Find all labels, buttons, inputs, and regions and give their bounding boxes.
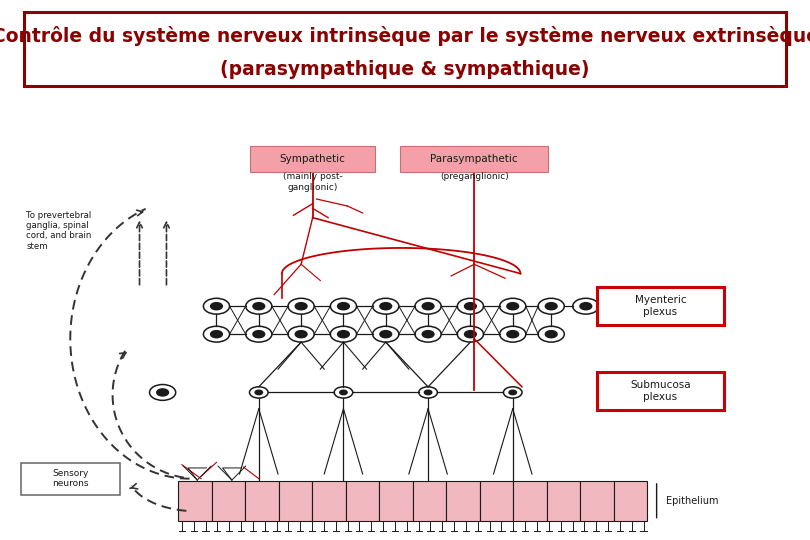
Bar bbox=[211, 481, 245, 521]
Circle shape bbox=[422, 302, 434, 310]
Bar bbox=[446, 481, 480, 521]
Text: Sensory
neurons: Sensory neurons bbox=[52, 469, 88, 488]
Text: (parasympathique & sympathique): (parasympathique & sympathique) bbox=[220, 60, 590, 79]
Circle shape bbox=[255, 390, 262, 395]
Bar bbox=[379, 481, 413, 521]
Circle shape bbox=[464, 302, 476, 310]
Circle shape bbox=[380, 302, 392, 310]
FancyBboxPatch shape bbox=[400, 146, 548, 172]
Bar bbox=[547, 481, 580, 521]
Text: Contrôle du système nerveux intrinsèque par le système nerveux extrinsèque: Contrôle du système nerveux intrinsèque … bbox=[0, 25, 810, 45]
Text: Sympathetic: Sympathetic bbox=[279, 154, 346, 164]
Circle shape bbox=[545, 302, 557, 310]
Circle shape bbox=[545, 330, 557, 338]
Bar bbox=[346, 481, 379, 521]
FancyBboxPatch shape bbox=[597, 372, 724, 410]
Circle shape bbox=[424, 390, 432, 395]
FancyBboxPatch shape bbox=[21, 463, 120, 495]
Bar bbox=[178, 481, 211, 521]
Circle shape bbox=[422, 330, 434, 338]
Circle shape bbox=[507, 330, 518, 338]
Bar bbox=[480, 481, 514, 521]
Circle shape bbox=[156, 389, 168, 396]
Circle shape bbox=[211, 330, 223, 338]
Text: Epithelium: Epithelium bbox=[666, 496, 718, 506]
Circle shape bbox=[464, 330, 476, 338]
Bar bbox=[580, 481, 614, 521]
Circle shape bbox=[338, 302, 349, 310]
Text: (mainly post-
ganglionic): (mainly post- ganglionic) bbox=[283, 172, 343, 192]
Circle shape bbox=[338, 330, 349, 338]
Circle shape bbox=[509, 390, 517, 395]
Circle shape bbox=[507, 302, 518, 310]
Circle shape bbox=[339, 390, 347, 395]
Circle shape bbox=[295, 302, 307, 310]
Bar bbox=[312, 481, 346, 521]
Circle shape bbox=[295, 330, 307, 338]
Bar bbox=[514, 481, 547, 521]
Text: Parasympathetic: Parasympathetic bbox=[430, 154, 518, 164]
Text: (preganglionic): (preganglionic) bbox=[440, 172, 509, 181]
Circle shape bbox=[253, 302, 265, 310]
Text: To prevertebral
ganglia, spinal
cord, and brain
stem: To prevertebral ganglia, spinal cord, an… bbox=[27, 211, 92, 251]
Bar bbox=[412, 481, 446, 521]
FancyBboxPatch shape bbox=[597, 287, 724, 325]
Circle shape bbox=[253, 330, 265, 338]
Text: Submucosa
plexus: Submucosa plexus bbox=[630, 380, 691, 402]
Bar bbox=[279, 481, 312, 521]
FancyBboxPatch shape bbox=[24, 12, 786, 86]
Circle shape bbox=[580, 302, 592, 310]
Circle shape bbox=[380, 330, 392, 338]
Bar bbox=[245, 481, 279, 521]
FancyBboxPatch shape bbox=[250, 146, 375, 172]
Text: Myenteric
plexus: Myenteric plexus bbox=[635, 295, 686, 316]
Circle shape bbox=[211, 302, 223, 310]
Bar bbox=[614, 481, 647, 521]
